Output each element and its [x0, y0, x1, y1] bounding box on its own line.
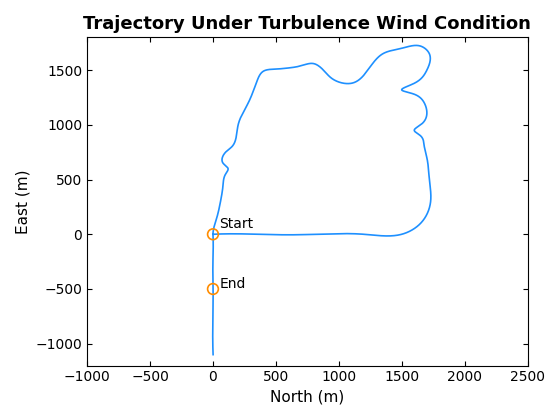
Y-axis label: East (m): East (m) [15, 169, 30, 234]
Text: End: End [220, 277, 246, 291]
Text: Start: Start [220, 217, 253, 231]
Title: Trajectory Under Turbulence Wind Condition: Trajectory Under Turbulence Wind Conditi… [83, 15, 531, 33]
X-axis label: North (m): North (m) [270, 390, 344, 405]
Point [208, 231, 217, 238]
Point [208, 286, 217, 292]
